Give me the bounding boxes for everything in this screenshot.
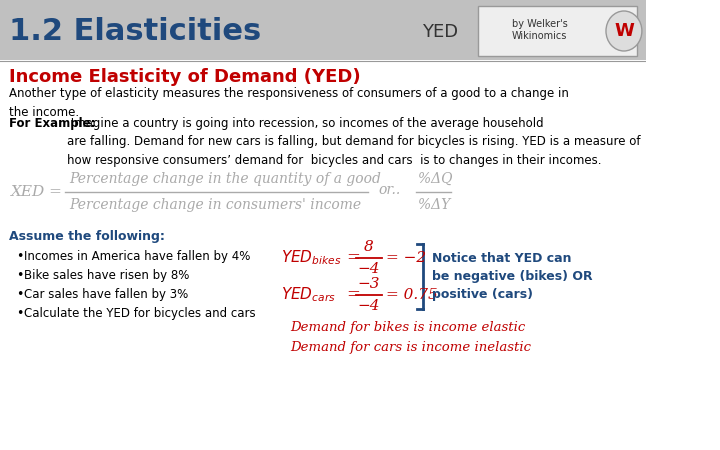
Text: −4: −4 <box>358 299 380 313</box>
Text: •: • <box>16 269 24 282</box>
Text: = −2: = −2 <box>386 251 426 265</box>
Text: XED =: XED = <box>11 185 68 199</box>
Text: For Example:: For Example: <box>9 117 96 130</box>
Text: Car sales have fallen by 3%: Car sales have fallen by 3% <box>24 288 189 301</box>
Text: Bike sales have risen by 8%: Bike sales have risen by 8% <box>24 269 189 282</box>
Text: −3: −3 <box>358 277 380 291</box>
Text: Income Elasticity of Demand (YED): Income Elasticity of Demand (YED) <box>9 68 361 86</box>
Text: Percentage change in the quantity of a good: Percentage change in the quantity of a g… <box>69 172 381 186</box>
Text: Assume the following:: Assume the following: <box>9 230 165 243</box>
Bar <box>0 0 647 60</box>
Text: •: • <box>16 288 24 301</box>
Text: YED: YED <box>422 23 458 41</box>
Text: Demand for bikes is income elastic: Demand for bikes is income elastic <box>290 321 525 334</box>
Text: Incomes in America have fallen by 4%: Incomes in America have fallen by 4% <box>24 250 251 263</box>
Text: Wikinomics: Wikinomics <box>512 31 567 41</box>
Text: 8: 8 <box>364 240 374 254</box>
Text: Demand for cars is income inelastic: Demand for cars is income inelastic <box>290 341 531 354</box>
Text: •: • <box>16 307 24 320</box>
Text: Another type of elasticity measures the responsiveness of consumers of a good to: Another type of elasticity measures the … <box>9 87 569 118</box>
Text: •: • <box>16 250 24 263</box>
Text: $YED_{bikes}$: $YED_{bikes}$ <box>281 249 341 267</box>
Text: %ΔQ: %ΔQ <box>418 172 453 186</box>
Text: or..: or.. <box>379 183 401 197</box>
Text: $YED_{cars}$: $YED_{cars}$ <box>281 286 336 304</box>
Text: =: = <box>346 287 360 303</box>
Bar <box>477 6 637 56</box>
Text: by Welker's: by Welker's <box>512 19 567 29</box>
Text: −4: −4 <box>358 262 380 276</box>
Text: =: = <box>346 249 360 266</box>
Text: Notice that YED can
be negative (bikes) OR
positive (cars): Notice that YED can be negative (bikes) … <box>432 252 593 301</box>
Text: 1.2 Elasticities: 1.2 Elasticities <box>9 18 261 46</box>
Text: Calculate the YED for bicycles and cars: Calculate the YED for bicycles and cars <box>24 307 256 320</box>
Text: = 0.75: = 0.75 <box>386 288 438 302</box>
Text: W: W <box>614 22 634 40</box>
Text: %ΔY: %ΔY <box>418 198 451 212</box>
Circle shape <box>606 11 642 51</box>
Text: Percentage change in consumers' income: Percentage change in consumers' income <box>69 198 361 212</box>
Text: Imagine a country is going into recession, so incomes of the average household
a: Imagine a country is going into recessio… <box>68 117 641 167</box>
